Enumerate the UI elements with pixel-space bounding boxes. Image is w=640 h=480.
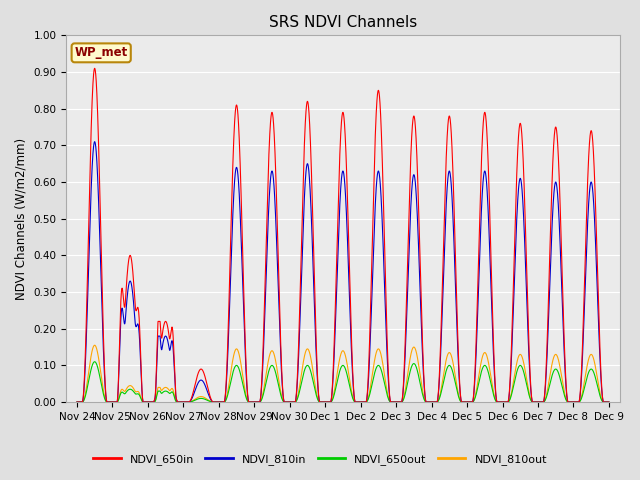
NDVI_810in xyxy=(604,399,611,405)
NDVI_650out xyxy=(417,381,424,386)
NDVI_810in xyxy=(91,139,99,144)
NDVI_810out xyxy=(605,399,612,405)
NDVI_650out xyxy=(187,399,195,405)
NDVI_650out xyxy=(73,399,81,405)
NDVI_810in xyxy=(492,392,500,397)
Y-axis label: NDVI Channels (W/m2/mm): NDVI Channels (W/m2/mm) xyxy=(15,138,28,300)
Line: NDVI_650out: NDVI_650out xyxy=(77,362,609,402)
NDVI_810out xyxy=(604,399,611,405)
NDVI_650out xyxy=(91,359,99,365)
Text: WP_met: WP_met xyxy=(75,47,128,60)
NDVI_810in xyxy=(181,399,189,405)
NDVI_810out xyxy=(181,399,189,405)
NDVI_650in xyxy=(417,262,424,267)
NDVI_650in xyxy=(272,182,280,188)
Legend: NDVI_650in, NDVI_810in, NDVI_650out, NDVI_810out: NDVI_650in, NDVI_810in, NDVI_650out, NDV… xyxy=(89,450,551,469)
NDVI_650out xyxy=(604,399,611,405)
NDVI_810in xyxy=(73,399,81,405)
Line: NDVI_810in: NDVI_810in xyxy=(77,142,609,402)
Line: NDVI_810out: NDVI_810out xyxy=(77,345,609,402)
NDVI_650out xyxy=(181,399,189,405)
NDVI_650out xyxy=(605,399,612,405)
NDVI_810in xyxy=(187,397,195,403)
NDVI_650in xyxy=(492,390,500,396)
NDVI_810out xyxy=(187,399,195,405)
NDVI_810out xyxy=(73,399,81,405)
NDVI_810out xyxy=(272,360,280,366)
Title: SRS NDVI Channels: SRS NDVI Channels xyxy=(269,15,417,30)
NDVI_650out xyxy=(272,372,280,377)
Line: NDVI_650in: NDVI_650in xyxy=(77,68,609,402)
NDVI_650in xyxy=(91,65,99,71)
NDVI_650out xyxy=(492,398,500,404)
NDVI_810in xyxy=(417,290,424,296)
NDVI_650in xyxy=(605,399,612,405)
NDVI_810in xyxy=(605,399,612,405)
NDVI_810out xyxy=(91,342,99,348)
NDVI_810out xyxy=(417,373,424,379)
NDVI_650in xyxy=(73,399,81,405)
NDVI_810in xyxy=(272,226,280,232)
NDVI_650in xyxy=(187,397,195,403)
NDVI_650in xyxy=(604,399,611,405)
NDVI_650in xyxy=(181,399,189,405)
NDVI_810out xyxy=(492,397,500,403)
